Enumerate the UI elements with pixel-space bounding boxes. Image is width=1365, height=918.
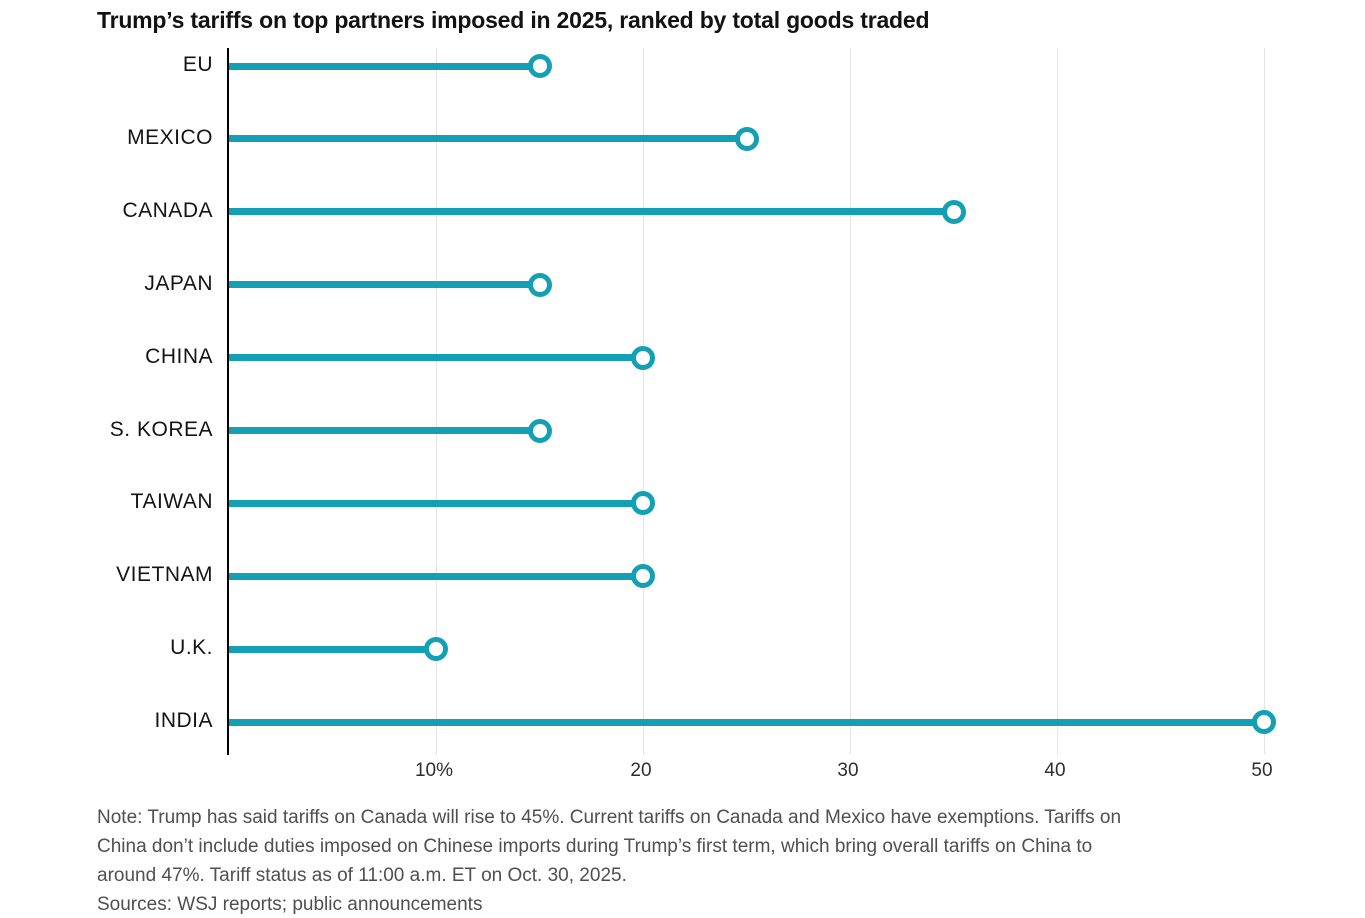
lollipop-row-vietnam xyxy=(229,563,655,589)
lollipop-marker xyxy=(424,637,448,662)
plot-area xyxy=(227,48,1276,755)
lollipop-marker xyxy=(1252,710,1276,735)
x-tick-label-30: 30 xyxy=(837,760,859,781)
category-label-japan: JAPAN xyxy=(144,271,213,295)
lollipop-row-s-korea xyxy=(229,418,552,444)
x-tick-label-40: 40 xyxy=(1044,760,1066,781)
category-label-china: CHINA xyxy=(145,344,213,368)
lollipop-stem xyxy=(229,499,643,507)
sources-text: Sources: WSJ reports; public announcemen… xyxy=(97,894,483,915)
lollipop-marker xyxy=(734,126,759,151)
lollipop-marker xyxy=(527,418,552,443)
category-label-s-korea: S. KOREA xyxy=(109,417,213,441)
note-line: China don’t include duties imposed on Ch… xyxy=(97,836,1093,857)
category-label-taiwan: TAIWAN xyxy=(130,490,213,514)
x-tick-label-10: 10% xyxy=(414,760,454,781)
category-label-india: INDIA xyxy=(154,709,213,733)
lollipop-stem xyxy=(229,354,643,362)
lollipop-stem xyxy=(229,645,436,653)
category-label-vietnam: VIETNAM xyxy=(116,563,213,587)
lollipop-stem xyxy=(229,62,540,70)
lollipop-stem xyxy=(229,427,540,434)
lollipop-stem xyxy=(229,135,747,143)
lollipop-stem xyxy=(229,208,954,216)
lollipop-row-taiwan xyxy=(229,490,655,516)
chart-title: Trump’s tariffs on top partners imposed … xyxy=(97,7,930,33)
lollipop-marker xyxy=(941,199,966,224)
lollipop-row-canada xyxy=(229,199,966,225)
gridline-x-30 xyxy=(849,48,851,755)
lollipop-stem xyxy=(229,718,1264,726)
lollipop-marker xyxy=(631,491,655,516)
lollipop-row-eu xyxy=(229,53,552,79)
lollipop-marker xyxy=(527,54,552,78)
chart-footnote: Note: Trump has said tariffs on Canada w… xyxy=(97,803,1121,918)
lollipop-stem xyxy=(229,281,540,289)
lollipop-row-u-k xyxy=(229,636,448,662)
lollipop-marker xyxy=(631,345,655,370)
lollipop-row-india xyxy=(229,709,1276,735)
gridline-x-40 xyxy=(1056,48,1058,755)
category-label-mexico: MEXICO xyxy=(127,125,213,149)
gridline-x-50 xyxy=(1263,48,1265,755)
gridline-x-10 xyxy=(435,48,437,755)
lollipop-stem xyxy=(229,572,643,580)
lollipop-marker xyxy=(527,272,552,297)
lollipop-row-japan xyxy=(229,272,552,298)
note-line: Note: Trump has said tariffs on Canada w… xyxy=(97,807,1122,828)
category-label-canada: CANADA xyxy=(122,198,213,222)
lollipop-marker xyxy=(631,564,655,589)
note-line: around 47%. Tariff status as of 11:00 a.… xyxy=(97,865,627,886)
category-label-u-k: U.K. xyxy=(170,636,213,660)
category-label-eu: EU xyxy=(182,53,213,76)
x-tick-label-20: 20 xyxy=(630,760,652,781)
lollipop-row-china xyxy=(229,345,655,371)
gridline-x-20 xyxy=(642,48,644,755)
lollipop-row-mexico xyxy=(229,126,759,152)
y-axis-labels: EU MEXICO CANADA JAPAN CHINA S. KOREA TAIWAN VI… xyxy=(0,48,213,755)
x-tick-label-50: 50 xyxy=(1251,760,1273,781)
